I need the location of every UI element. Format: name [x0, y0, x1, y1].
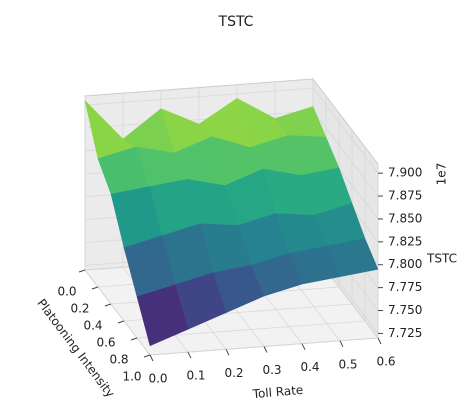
y-tick-label: 0.8: [109, 353, 128, 367]
x-tick-label: 0.6: [376, 355, 395, 369]
z-tick-label: 7.800: [388, 257, 422, 271]
z-tick-label: 7.750: [388, 303, 422, 317]
x-tick-label: 0.5: [338, 357, 357, 371]
x-axis-label: Toll Rate: [251, 383, 304, 401]
x-tick: [339, 340, 344, 348]
x-tick-label: 0.3: [262, 363, 281, 377]
x-tick: [301, 343, 306, 350]
y-tick: [130, 337, 138, 341]
grid-line: [84, 269, 151, 356]
x-tick: [187, 351, 192, 359]
x-tick: [263, 346, 268, 353]
x-tick-label: 0.2: [224, 366, 243, 380]
z-tick-label: 7.900: [388, 166, 422, 180]
y-tick-label: 0.2: [70, 302, 89, 316]
surface-patch: [136, 284, 189, 347]
x-tick: [377, 337, 382, 345]
grid-line: [84, 110, 314, 129]
y-tick: [143, 354, 151, 358]
y-tick: [91, 286, 99, 290]
y-tick-label: 0.0: [57, 285, 76, 299]
x-tick: [149, 354, 154, 362]
z-tick-label: 7.850: [388, 211, 422, 225]
z-tick-label: 7.875: [388, 189, 422, 203]
grid-line: [84, 87, 314, 106]
z-offset-label: 1e7: [435, 163, 449, 186]
x-tick: [225, 349, 230, 356]
y-tick-label: 1.0: [122, 370, 141, 384]
y-tick: [104, 303, 112, 307]
y-tick-label: 0.6: [96, 336, 115, 350]
z-tick-label: 7.775: [388, 280, 422, 294]
chart-title: TSTC: [218, 14, 254, 30]
z-tick-label: 7.725: [388, 326, 422, 340]
x-tick-label: 0.4: [300, 360, 319, 374]
x-tick-label: 0.1: [186, 369, 205, 383]
grid-line: [312, 110, 379, 197]
z-tick-label: 7.825: [388, 234, 422, 248]
grid-line: [312, 87, 379, 174]
z-axis-label: TSTC: [426, 252, 457, 266]
surface: [84, 97, 379, 347]
y-tick: [78, 269, 86, 273]
y-tick-label: 0.4: [83, 319, 102, 333]
y-tick: [117, 320, 125, 324]
x-tick-label: 0.0: [148, 372, 167, 386]
